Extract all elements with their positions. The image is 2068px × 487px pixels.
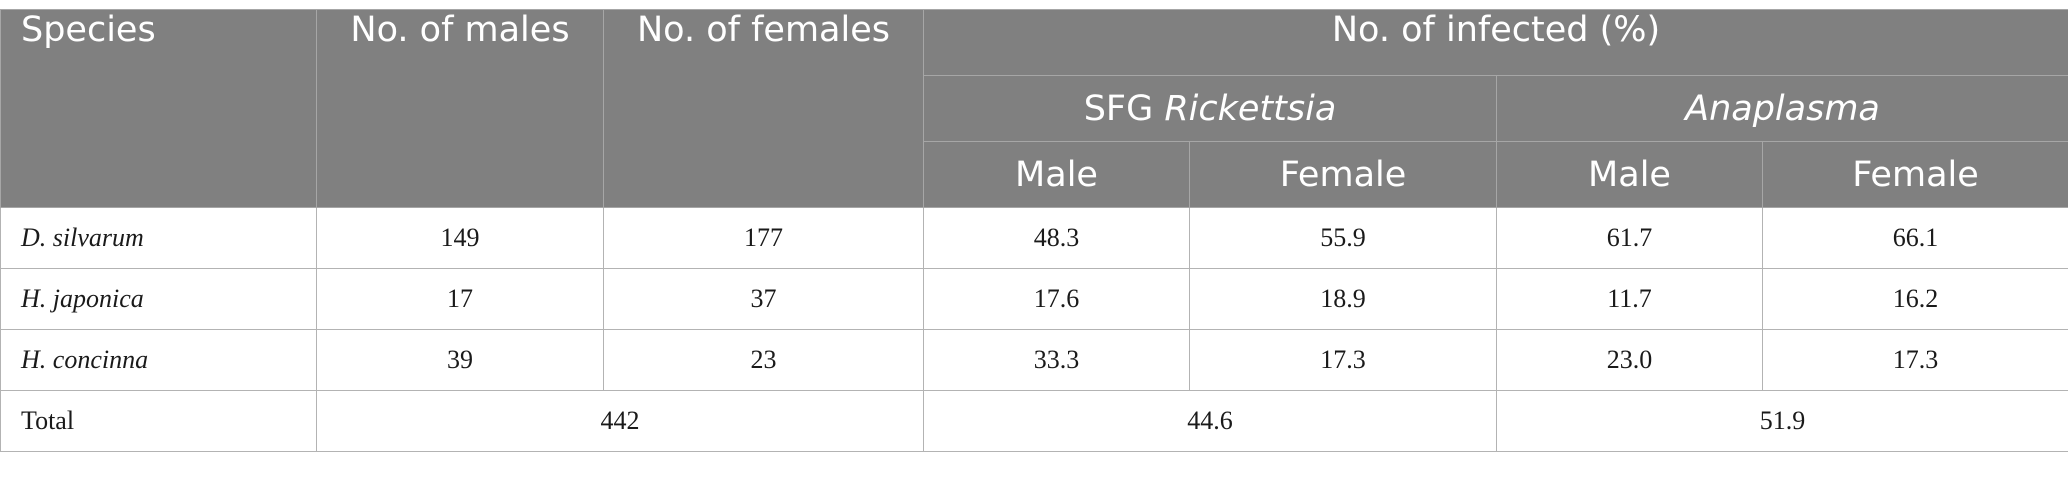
cell-anaplasma-female: 17.3 [1763,330,2068,391]
table-row: H. japonica 17 37 17.6 18.9 11.7 16.2 [1,269,2068,330]
cell-rickettsia-male: 33.3 [924,330,1190,391]
header-anaplasma-male: Male [1497,142,1763,208]
cell-females: 23 [604,330,924,391]
header-females: No. of females [604,10,924,208]
cell-anaplasma-female: 16.2 [1763,269,2068,330]
total-row: Total 442 44.6 51.9 [1,391,2068,452]
cell-rickettsia-male: 17.6 [924,269,1190,330]
header-sfg-rickettsia: SFG Rickettsia [924,76,1497,142]
header-species: Species [1,10,317,208]
cell-anaplasma-male: 23.0 [1497,330,1763,391]
cell-species: H. japonica [1,269,317,330]
header-rickettsia-male: Male [924,142,1190,208]
cell-males: 39 [317,330,604,391]
header-sfg-genus: Rickettsia [1164,89,1336,129]
header-anaplasma-female: Female [1763,142,2068,208]
total-count: 442 [317,391,924,452]
header-anaplasma: Anaplasma [1497,76,2068,142]
cell-rickettsia-male: 48.3 [924,208,1190,269]
cell-females: 37 [604,269,924,330]
cell-rickettsia-female: 18.9 [1190,269,1497,330]
header-infected: No. of infected (%) [924,10,2068,76]
total-rickettsia: 44.6 [924,391,1497,452]
cell-anaplasma-male: 11.7 [1497,269,1763,330]
cell-rickettsia-female: 17.3 [1190,330,1497,391]
infection-table: Species No. of males No. of females No. … [0,9,2068,452]
header-anaplasma-label: Anaplasma [1685,89,1880,129]
cell-anaplasma-male: 61.7 [1497,208,1763,269]
header-rickettsia-female: Female [1190,142,1497,208]
total-anaplasma: 51.9 [1497,391,2068,452]
header-males: No. of males [317,10,604,208]
table-row: H. concinna 39 23 33.3 17.3 23.0 17.3 [1,330,2068,391]
cell-species: D. silvarum [1,208,317,269]
table-row: D. silvarum 149 177 48.3 55.9 61.7 66.1 [1,208,2068,269]
cell-males: 149 [317,208,604,269]
cell-females: 177 [604,208,924,269]
cell-species: H. concinna [1,330,317,391]
cell-rickettsia-female: 55.9 [1190,208,1497,269]
header-sfg-prefix: SFG [1084,89,1165,129]
cell-males: 17 [317,269,604,330]
cell-anaplasma-female: 66.1 [1763,208,2068,269]
total-label: Total [1,391,317,452]
